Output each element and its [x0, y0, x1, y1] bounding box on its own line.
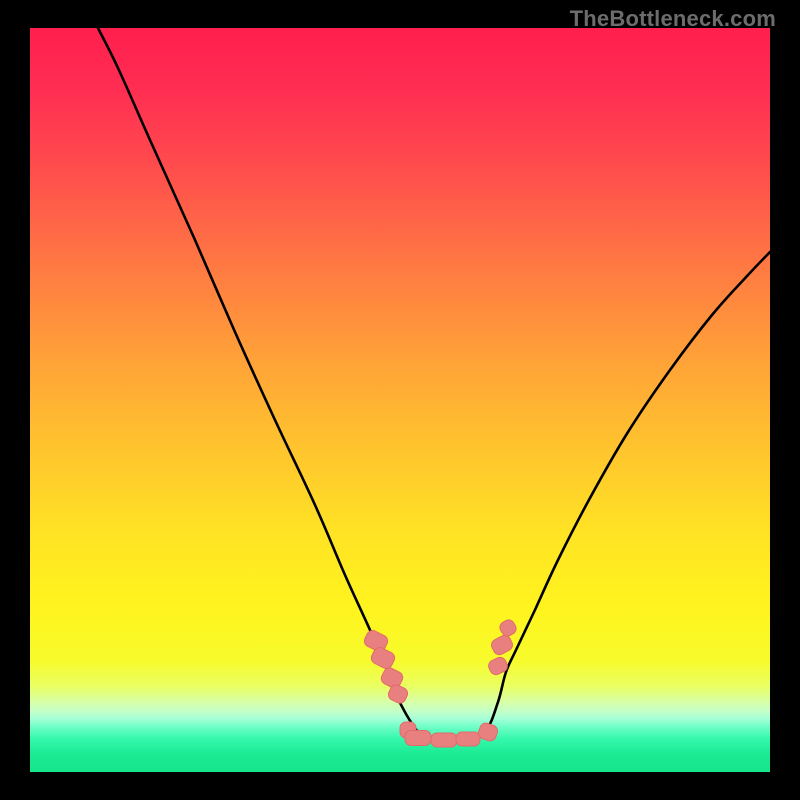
chart-container: TheBottleneck.com — [0, 0, 800, 800]
bottleneck-chart — [0, 0, 800, 800]
plot-background — [30, 28, 770, 772]
marker-point — [431, 733, 457, 747]
marker-point — [405, 731, 431, 746]
watermark-text: TheBottleneck.com — [570, 6, 776, 32]
marker-point — [456, 732, 480, 746]
